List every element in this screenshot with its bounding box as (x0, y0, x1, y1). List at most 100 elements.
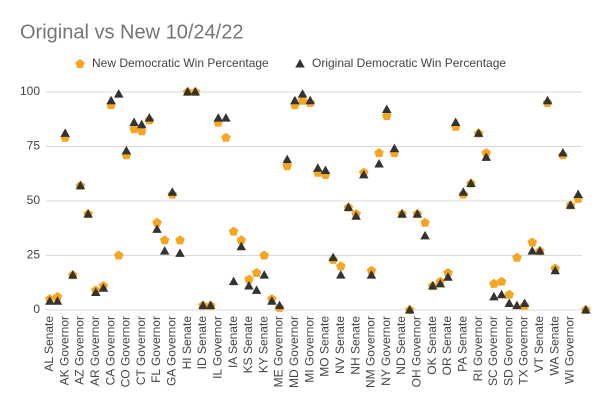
data-point (144, 113, 155, 122)
x-tick-label: PA Senate (455, 316, 469, 372)
data-point (297, 89, 308, 98)
x-tick-label: CT Governor (134, 316, 148, 385)
data-point (458, 187, 469, 196)
x-tick-label: IA Senate (226, 316, 240, 368)
x-tick-label: IL Governor (210, 316, 224, 379)
x-tick-label: AR Governor (88, 316, 102, 386)
data-point (473, 128, 484, 137)
data-point (527, 246, 537, 255)
legend-label: Original Democratic Win Percentage (312, 56, 506, 70)
data-point (91, 287, 101, 297)
y-tick-label: 25 (27, 248, 41, 262)
x-tick-label: TX Governor (517, 316, 531, 385)
data-point (328, 252, 338, 262)
data-point (251, 267, 262, 277)
x-tick-label: CA Governor (103, 316, 117, 385)
data-point (175, 248, 185, 257)
x-tick-label: OK Senate (425, 316, 439, 375)
data-point (550, 265, 560, 275)
data-point (251, 285, 262, 294)
data-point (267, 296, 277, 305)
x-tick-label: AL Senate (42, 316, 56, 372)
data-point (159, 235, 170, 245)
data-point (527, 237, 537, 247)
data-point (152, 224, 162, 233)
data-point (397, 209, 407, 218)
data-point (466, 178, 476, 188)
data-point (504, 289, 514, 299)
data-point (374, 158, 384, 168)
data-point (504, 298, 515, 307)
data-point (581, 305, 591, 314)
data-point (244, 274, 254, 284)
x-tick-label: RI Governor (471, 316, 485, 381)
data-point (45, 296, 55, 305)
data-point (129, 124, 139, 134)
data-point (221, 113, 231, 122)
data-point (359, 169, 369, 179)
data-point (282, 161, 292, 171)
x-tick-label: WI Governor (563, 316, 577, 384)
data-point (98, 283, 109, 292)
x-tick-label: NH Senate (348, 316, 362, 375)
data-point (489, 278, 499, 288)
x-tick-label: GA Governor (165, 316, 179, 386)
data-point (435, 278, 446, 288)
data-point (244, 281, 254, 290)
data-point (198, 300, 208, 310)
x-tick-label: HI Senate (180, 316, 194, 370)
x-tick-label: ME Governor (272, 316, 286, 387)
chart-title: Original vs New 10/24/22 (20, 21, 243, 43)
x-tick-label: FL Governor (149, 316, 163, 383)
data-point (412, 209, 423, 218)
x-tick-label: KY Senate (256, 316, 270, 373)
x-tick-label: NV Senate (333, 316, 347, 374)
data-point (159, 246, 170, 255)
y-tick-label: 50 (27, 193, 41, 207)
data-point (182, 87, 193, 96)
data-point (374, 148, 384, 158)
data-point (496, 276, 507, 286)
data-point (542, 95, 553, 105)
data-point (137, 126, 147, 136)
data-point (351, 211, 361, 220)
x-tick-label: CO Governor (119, 316, 133, 387)
data-point (290, 95, 300, 105)
x-tick-label: SD Governor (501, 316, 515, 386)
data-point (320, 165, 331, 174)
data-point (558, 148, 568, 157)
data-point (121, 145, 132, 155)
data-point (489, 291, 499, 301)
data-point (420, 217, 430, 227)
y-tick-label: 0 (33, 302, 40, 316)
legend-marker (295, 59, 305, 68)
x-tick-label: ND Senate (394, 316, 408, 375)
legend-label: New Democratic Win Percentage (92, 56, 269, 70)
x-tick-label: NM Governor (364, 316, 378, 388)
data-point (565, 200, 576, 209)
data-point (336, 261, 346, 271)
data-point (60, 128, 70, 137)
data-point (274, 300, 285, 310)
data-point (481, 152, 492, 161)
x-tick-label: KS Senate (241, 316, 255, 374)
data-point (343, 202, 354, 212)
data-point (512, 300, 522, 310)
data-point (221, 132, 231, 142)
x-tick-label: MD Governor (287, 316, 301, 388)
data-point (152, 217, 162, 227)
data-point (450, 117, 461, 127)
data-point (512, 252, 522, 262)
x-tick-label: NY Governor (379, 316, 393, 386)
y-tick-label: 75 (27, 139, 41, 153)
x-tick-label: AK Governor (57, 316, 71, 385)
data-point (496, 289, 507, 299)
data-point (573, 189, 583, 198)
data-point (83, 209, 93, 218)
data-point (404, 305, 415, 314)
data-point (68, 270, 78, 279)
x-tick-label: MI Governor (302, 316, 316, 383)
data-point (381, 104, 392, 113)
data-point (114, 250, 124, 260)
data-point (427, 281, 438, 290)
